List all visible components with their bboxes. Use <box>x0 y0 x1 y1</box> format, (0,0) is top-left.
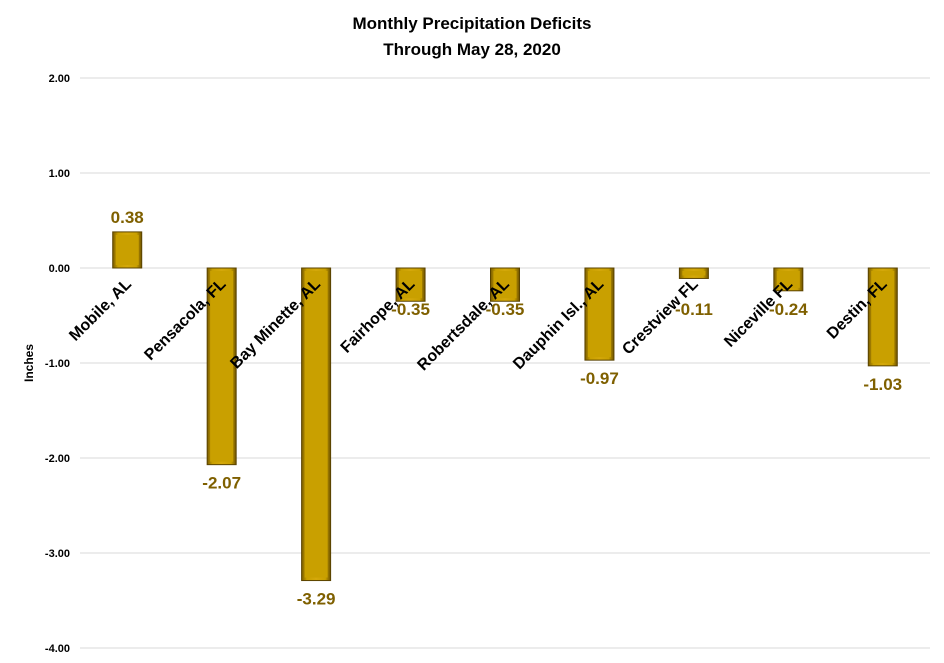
data-label: -0.97 <box>580 369 619 388</box>
bar <box>301 267 332 582</box>
bar-face <box>399 271 423 299</box>
bar <box>867 267 898 367</box>
y-axis-label: Inches <box>22 344 36 382</box>
bar-face <box>493 271 517 299</box>
data-labels: 0.38 -2.07 -3.29 -0.35 -0.35 -0.97 -0.11 -0.24 -… <box>111 208 902 609</box>
y-tick-labels: 2.00 1.00 0.00 -1.00 -2.00 -3.00 -4.00 <box>45 73 70 655</box>
bars <box>112 231 898 582</box>
bar <box>206 267 237 466</box>
bar-face <box>682 271 706 276</box>
bar <box>490 267 520 302</box>
data-label: -2.07 <box>202 474 241 493</box>
data-label: 0.38 <box>111 208 144 227</box>
y-tick-label: -2.00 <box>45 453 70 465</box>
bar <box>112 231 143 269</box>
y-tick-label: -1.00 <box>45 358 70 370</box>
y-tick-label: 2.00 <box>49 73 70 85</box>
bar <box>584 267 615 361</box>
y-tick-label: -4.00 <box>45 643 70 655</box>
data-label: -0.35 <box>391 300 430 319</box>
category-label: Mobile, AL <box>66 276 135 345</box>
bar-face <box>304 271 328 578</box>
y-tick-label: -3.00 <box>45 548 70 560</box>
bar <box>395 267 426 302</box>
bar <box>678 267 709 279</box>
bar-face <box>587 271 611 358</box>
bar <box>773 267 804 292</box>
category-label: Robertsdale, AL <box>414 276 513 375</box>
data-label: -0.35 <box>486 300 525 319</box>
bar-face <box>776 271 800 288</box>
data-label: -3.29 <box>297 590 336 609</box>
bar-face <box>210 271 234 462</box>
data-label: -0.24 <box>769 300 808 319</box>
chart-title-line2: Through May 28, 2020 <box>383 40 561 59</box>
bar-face <box>115 234 139 265</box>
data-label: -0.11 <box>675 300 713 319</box>
data-label: -1.03 <box>863 375 902 394</box>
chart-title-line1: Monthly Precipitation Deficits <box>353 14 592 33</box>
bar-face <box>871 271 895 363</box>
y-tick-label: 0.00 <box>49 263 70 275</box>
y-tick-label: 1.00 <box>49 168 70 180</box>
